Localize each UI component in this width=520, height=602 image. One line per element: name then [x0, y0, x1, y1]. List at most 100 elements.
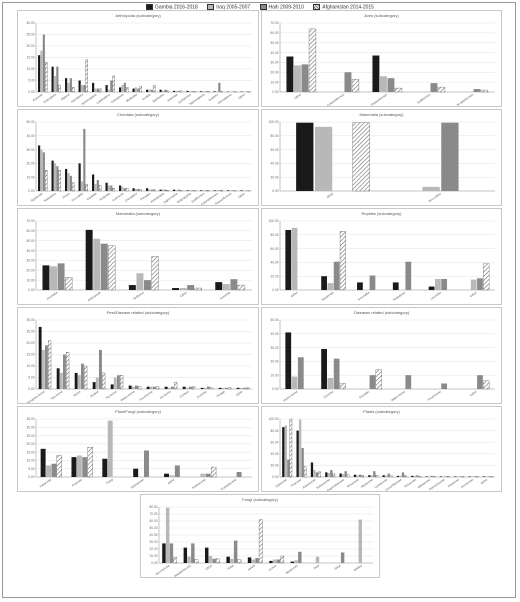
bar: [437, 86, 446, 93]
chart-title-8: Plant/Fungi (subcategory): [115, 409, 161, 414]
figure-frame: [2, 2, 516, 598]
bar: [215, 190, 219, 191]
chart-svg-10: 0.00 10.00 20.00 30.00 40.00 50.00 60.00 70.00 8…: [150, 505, 373, 577]
y-tick-label: 20.00: [27, 162, 35, 166]
legend-item-0: Gambia 2016-2018: [146, 4, 198, 10]
bar: [200, 190, 203, 191]
bar: [375, 369, 382, 390]
x-tick-label: Other: [237, 192, 245, 200]
bar: [172, 288, 180, 290]
bar: [152, 84, 156, 93]
legend-swatch-2: [259, 4, 267, 10]
bar: [411, 475, 414, 477]
bar: [321, 276, 327, 290]
bar: [430, 83, 438, 92]
y-tick-label: 0.00: [28, 387, 34, 391]
bar: [164, 189, 167, 191]
bar: [206, 91, 210, 93]
y-tick-label: 20.00: [27, 268, 35, 272]
bar: [230, 279, 238, 290]
chart-svg-7: 0.00 10.00 20.00 30.00 40.00 50.00 Vector-born…: [271, 318, 495, 403]
bar: [229, 190, 232, 191]
legend-swatch-3: [313, 4, 321, 10]
bar: [369, 275, 376, 290]
bar: [98, 185, 102, 192]
bar: [441, 278, 448, 290]
bar: [58, 170, 61, 192]
chart-title-9: Plants (subcategory): [363, 409, 400, 414]
bar: [247, 557, 252, 563]
bar: [57, 263, 65, 290]
bar: [282, 427, 285, 477]
x-tick-label: Non-native: [428, 191, 442, 203]
bar: [490, 476, 493, 478]
bar: [66, 352, 70, 390]
x-tick-label: Orthoptera: [110, 92, 124, 104]
x-tick-label: Asteraceae: [302, 477, 317, 489]
chart-svg-1: 0.00 10.00 20.00 30.00 40.00 50.00 60.00 70.00 O…: [271, 21, 495, 106]
bar: [298, 419, 302, 477]
chart-panel-7: Diseases related (subcategory) 0.00 10.00 2…: [261, 307, 502, 404]
bar: [193, 91, 196, 93]
bar: [313, 470, 316, 477]
chart-title-7: Diseases related (subcategory): [353, 310, 410, 315]
x-tick-label: Dermaptera: [217, 92, 233, 105]
bar: [418, 476, 422, 478]
bar: [80, 181, 84, 191]
bar: [482, 476, 486, 477]
bar: [42, 265, 50, 290]
x-tick-label: Mollusca: [133, 290, 145, 300]
bar: [150, 89, 153, 92]
x-tick-label: Coleoptera: [42, 92, 57, 104]
y-tick-label: 20.00: [271, 70, 279, 74]
bar: [439, 476, 443, 477]
bar: [161, 90, 165, 92]
x-tick-label: Other: [167, 478, 175, 486]
chart-title-3: Mammalia (subcategory): [359, 112, 404, 117]
bar: [169, 475, 175, 477]
y-tick-label: 70.00: [150, 512, 158, 516]
x-tick-label: Zoonotic: [323, 389, 335, 399]
bar: [301, 448, 304, 477]
bar: [394, 87, 403, 93]
bar: [159, 89, 162, 92]
bar: [123, 188, 126, 191]
bar: [284, 425, 287, 477]
bar: [110, 384, 114, 389]
y-tick-label: 5.00: [28, 467, 34, 471]
x-tick-label: Other: [235, 390, 243, 398]
y-tick-label: 30.00: [271, 346, 279, 350]
y-tick-label: 0.00: [151, 561, 157, 565]
y-tick-label: 20.00: [27, 341, 35, 345]
bar: [191, 91, 194, 92]
bar: [173, 557, 178, 564]
x-tick-label: Rodent: [89, 389, 99, 398]
bar: [310, 462, 314, 477]
bar: [222, 284, 230, 290]
bar: [174, 465, 180, 477]
bar: [368, 475, 371, 477]
x-tick-label: Vector-borne: [282, 389, 299, 402]
bar: [461, 476, 465, 478]
bar: [422, 186, 440, 191]
y-tick-label: 10.00: [27, 175, 35, 179]
bar: [485, 476, 488, 477]
x-tick-label: Other: [205, 564, 213, 572]
bar: [71, 457, 77, 477]
x-tick-label: Other: [179, 291, 187, 299]
bar: [105, 182, 108, 191]
bar: [396, 475, 400, 477]
bar: [113, 377, 117, 389]
bar: [65, 168, 68, 191]
x-tick-label: Smut: [333, 563, 341, 570]
bar: [139, 189, 142, 192]
x-tick-label: Solanaceae: [191, 477, 207, 490]
bar: [332, 473, 336, 478]
bar: [92, 82, 95, 92]
x-tick-label: Vector: [72, 390, 81, 398]
chart-panel-9: Plants (subcategory) 0.00 20.00 40.00 60.00 8…: [261, 406, 502, 492]
bar: [82, 457, 88, 477]
bar: [321, 348, 327, 389]
bar: [470, 476, 474, 477]
bar: [346, 474, 350, 478]
